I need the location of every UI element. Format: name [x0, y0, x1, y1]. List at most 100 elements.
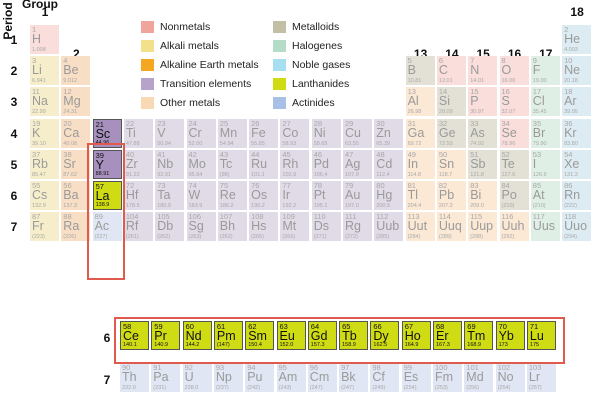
element-mn: 25 Mn 54.94: [217, 118, 247, 148]
element-pa: 91 Pa (231): [151, 363, 181, 392]
element-symbol: Y: [95, 157, 104, 172]
period-label-2: 2: [10, 64, 18, 79]
atomic-mass: (257): [528, 385, 542, 391]
atomic-mass: 118.7: [438, 171, 453, 178]
atomic-mass: 44.96: [95, 139, 110, 146]
atomic-mass: 162.5: [373, 342, 388, 348]
element-li: 3 Li 6.941: [30, 56, 59, 86]
element-ti: 22 Ti 47.88: [123, 118, 153, 148]
element-symbol: Xe: [564, 156, 580, 171]
atomic-number: 103: [528, 363, 542, 372]
element-symbol: As: [470, 125, 485, 140]
atomic-number: 22: [125, 118, 135, 128]
atomic-number: 93: [215, 363, 225, 372]
legend-swatch: [273, 78, 286, 90]
atomic-number: 10: [564, 56, 573, 66]
legend-swatch: [273, 40, 286, 52]
element-y: 39 Y 88.91: [92, 149, 122, 179]
element-symbol: Bi: [470, 188, 482, 202]
element-symbol: Fr: [32, 219, 44, 234]
element-al: 13 Al 26.98: [405, 87, 435, 117]
element-symbol: Lr: [528, 370, 541, 384]
atomic-mass: 190.2: [251, 203, 265, 209]
atomic-number: 114: [438, 212, 451, 222]
legend-label: Metalloids: [292, 21, 340, 33]
atomic-number: 35: [532, 118, 542, 128]
legend-label: Alkali metals: [160, 40, 219, 52]
atomic-number: 45: [282, 149, 291, 159]
atomic-number: 36: [564, 118, 573, 128]
element-fr: 87 Fr (223): [30, 212, 59, 242]
atomic-number: 84: [501, 181, 510, 190]
atomic-mass: 195.1: [313, 203, 328, 209]
atomic-mass: 95.94: [188, 171, 203, 178]
atomic-number: 37: [32, 149, 41, 159]
atomic-mass: (272): [345, 234, 358, 241]
element-kr: 36 Kr 83.80: [562, 118, 592, 148]
element-symbol: Cu: [345, 125, 361, 140]
atomic-mass: 40.08: [63, 140, 78, 147]
element-b: 5 B 10.81: [405, 56, 435, 86]
atomic-mass: (98): [219, 171, 230, 178]
atomic-number: 91: [153, 363, 162, 372]
atomic-mass: 152.0: [279, 342, 294, 348]
element-na: 11 Na 22.99: [30, 87, 59, 117]
atomic-number: 18: [564, 87, 573, 97]
atomic-mass: 12.01: [438, 78, 453, 85]
legend-swatch: [141, 97, 154, 109]
element-ds: 110 Ds (271): [311, 212, 341, 242]
atomic-mass: 35.45: [532, 109, 547, 116]
element-symbol: V: [157, 125, 166, 140]
atomic-mass: 164.9: [404, 342, 419, 348]
element-h: 1 H 1.008: [30, 25, 59, 54]
element-in: 49 In 114.8: [405, 149, 435, 179]
atomic-number: 79: [345, 181, 354, 190]
atomic-mass: (237): [215, 385, 229, 391]
element-symbol: Br: [532, 125, 546, 140]
element-symbol: Er: [436, 329, 449, 343]
element-symbol: La: [95, 189, 110, 203]
element-at: 85 At (210): [530, 181, 560, 210]
atomic-number: 34: [501, 118, 510, 128]
element-symbol: Sn: [438, 156, 455, 171]
element-symbol: Uus: [532, 219, 556, 234]
element-co: 27 Co 58.93: [280, 118, 310, 148]
element-symbol: Ce: [123, 329, 139, 343]
element-symbol: Kr: [564, 125, 577, 140]
element-symbol: O: [501, 63, 512, 78]
atomic-number: 23: [157, 118, 166, 128]
atomic-mass: 55.85: [251, 140, 265, 147]
atomic-mass: (226): [63, 234, 77, 241]
element-md: 101 Md (256): [464, 363, 494, 392]
period-label-6: 6: [10, 189, 18, 203]
element-symbol: Cr: [188, 125, 202, 140]
element-be: 4 Be 9.012: [61, 56, 91, 86]
atomic-number: 46: [313, 149, 323, 159]
atomic-number: 63: [279, 322, 288, 331]
element-symbol: Dy: [373, 329, 389, 343]
atomic-number: 31: [407, 118, 416, 128]
element-symbol: Ta: [157, 188, 171, 202]
atomic-mass: 114.8: [407, 171, 421, 178]
atomic-mass: 14.01: [470, 78, 484, 85]
atomic-mass: (262): [157, 234, 171, 241]
element-os: 76 Os 190.2: [249, 181, 279, 210]
element-w: 74 W 183.9: [186, 181, 216, 210]
atomic-mass: 1.008: [32, 47, 46, 53]
atomic-number: 110: [313, 212, 326, 222]
atomic-mass: (265): [251, 234, 264, 241]
atomic-number: 118: [564, 212, 577, 222]
atomic-mass: 85.47: [32, 171, 46, 178]
element-symbol: Ir: [282, 188, 291, 202]
element-p: 15 P 30.97: [468, 87, 498, 117]
element-symbol: Zn: [376, 125, 391, 140]
element-symbol: In: [407, 156, 419, 171]
atomic-mass: 168.9: [467, 342, 482, 348]
element-nb: 41 Nb 92.91: [155, 149, 185, 179]
element-se: 34 Se 78.96: [499, 118, 529, 148]
atomic-mass: 91.22: [125, 171, 140, 178]
element-sr: 38 Sr 87.62: [61, 149, 91, 179]
element-pb: 82 Pb 207.2: [436, 181, 466, 210]
element-symbol: Md: [466, 370, 484, 384]
element-tl: 81 Tl 204.4: [405, 181, 435, 210]
